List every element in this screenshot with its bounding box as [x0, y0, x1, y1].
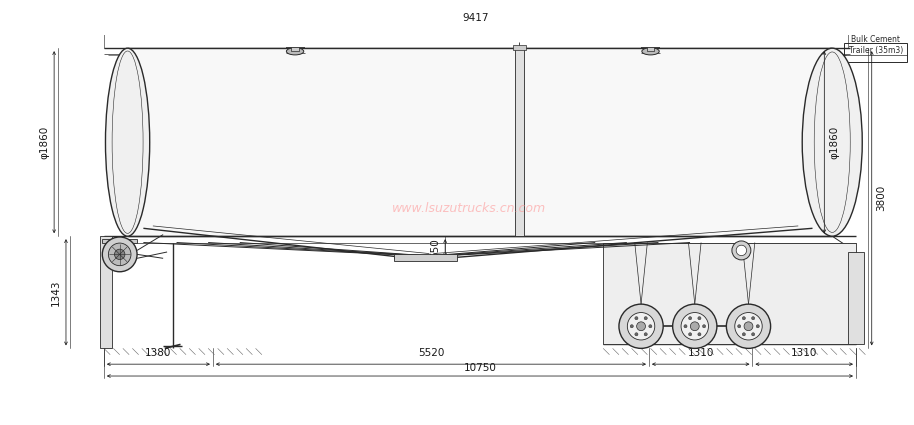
Text: 1310: 1310 — [687, 348, 714, 358]
Circle shape — [751, 317, 755, 320]
Circle shape — [644, 333, 647, 336]
Circle shape — [698, 333, 701, 336]
Ellipse shape — [802, 48, 862, 236]
Circle shape — [703, 325, 706, 328]
Text: 550: 550 — [430, 238, 441, 258]
Bar — [844, 42, 908, 62]
Circle shape — [684, 325, 687, 328]
Circle shape — [751, 333, 755, 336]
Circle shape — [114, 249, 125, 260]
Circle shape — [649, 325, 652, 328]
Bar — [646, 47, 654, 51]
Text: φ1860: φ1860 — [39, 125, 49, 159]
Text: 9417: 9417 — [462, 13, 489, 23]
Circle shape — [681, 312, 708, 340]
Text: 5520: 5520 — [418, 348, 444, 358]
Circle shape — [727, 304, 771, 348]
Text: 1310: 1310 — [791, 348, 817, 358]
Text: φ1860: φ1860 — [829, 125, 839, 159]
Ellipse shape — [105, 48, 150, 236]
Bar — [515, 48, 524, 236]
Circle shape — [742, 333, 746, 336]
Circle shape — [732, 241, 751, 260]
Circle shape — [690, 322, 699, 331]
Bar — [128, 48, 833, 236]
Ellipse shape — [286, 48, 303, 55]
Bar — [848, 252, 864, 344]
Circle shape — [635, 317, 638, 320]
Circle shape — [688, 333, 692, 336]
Text: Bulk Cement
Trailer (35m3): Bulk Cement Trailer (35m3) — [848, 35, 903, 55]
Circle shape — [736, 245, 747, 255]
Bar — [292, 47, 299, 51]
Text: 1380: 1380 — [145, 348, 172, 358]
Bar — [603, 243, 856, 344]
Circle shape — [109, 243, 131, 266]
Text: www.lsuzutrucks.cn.com: www.lsuzutrucks.cn.com — [392, 202, 546, 215]
Circle shape — [738, 325, 740, 328]
Circle shape — [635, 333, 638, 336]
Circle shape — [102, 237, 137, 272]
Circle shape — [630, 325, 633, 328]
Text: 1343: 1343 — [51, 279, 61, 306]
Bar — [102, 238, 137, 243]
Circle shape — [619, 304, 664, 348]
Circle shape — [688, 317, 692, 320]
Text: 3800: 3800 — [877, 185, 887, 211]
Bar — [394, 254, 457, 261]
Circle shape — [637, 322, 645, 331]
Circle shape — [756, 325, 760, 328]
Circle shape — [673, 304, 717, 348]
Circle shape — [744, 322, 753, 331]
Text: 10750: 10750 — [463, 363, 496, 373]
Bar — [100, 236, 112, 348]
Circle shape — [627, 312, 654, 340]
Bar — [513, 45, 526, 50]
Circle shape — [698, 317, 701, 320]
Circle shape — [742, 317, 746, 320]
Circle shape — [735, 312, 762, 340]
Ellipse shape — [642, 48, 659, 55]
Circle shape — [644, 317, 647, 320]
